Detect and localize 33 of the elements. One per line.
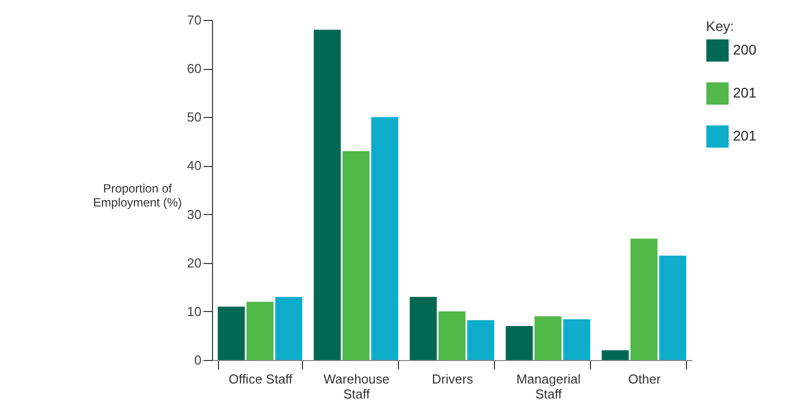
x-tick-label: Warehouse Staff <box>324 372 390 402</box>
x-tick-label: Other <box>628 372 662 386</box>
bar <box>630 238 658 360</box>
bar <box>246 302 274 360</box>
bar <box>275 296 302 360</box>
y-tick-label: 20 <box>187 255 202 270</box>
x-tick-label: Office Staff <box>228 372 293 386</box>
bar <box>659 256 686 360</box>
y-tick-label: 0 <box>194 352 202 368</box>
y-tick-label: 70 <box>187 12 202 28</box>
bar <box>467 320 494 360</box>
y-tick-label: 60 <box>187 61 202 76</box>
y-axis-title: Proportion of Employment (%) <box>93 182 182 210</box>
y-tick-label: 40 <box>187 158 202 174</box>
bar <box>410 296 437 360</box>
y-tick-label: 30 <box>187 206 202 222</box>
legend-label: 201 <box>733 128 757 144</box>
bar <box>314 30 341 360</box>
bar <box>602 350 629 360</box>
x-tick-label: Managerial Staff <box>516 372 581 402</box>
bar <box>371 117 398 360</box>
legend-label: 200 <box>733 42 757 58</box>
bar <box>438 311 466 360</box>
y-tick-label: 50 <box>187 110 202 125</box>
y-tick-label: 10 <box>187 304 202 319</box>
x-tick-label: Drivers <box>432 372 474 386</box>
legend-title: Key: <box>706 18 734 34</box>
bar <box>342 151 370 360</box>
bar <box>218 306 245 360</box>
bar <box>506 326 533 360</box>
legend-label: 201 <box>733 84 757 100</box>
bar <box>534 316 562 360</box>
bar <box>563 319 590 360</box>
